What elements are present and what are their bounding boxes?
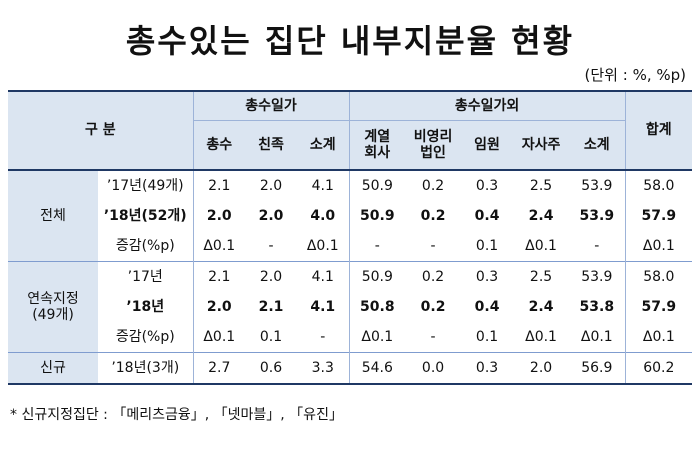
value-cell: Δ0.1: [580, 328, 613, 345]
value-cell: 0.1: [259, 328, 283, 345]
value-cell: 50.9: [348, 170, 406, 201]
value-cell: Δ0.1: [306, 237, 339, 254]
value-cell: 2.1: [192, 261, 246, 292]
header-col: 임원: [474, 136, 500, 153]
header-group-other: 총수일가외: [348, 91, 626, 121]
value-cell: 2.7: [192, 352, 246, 384]
value-cell: 0.2: [420, 207, 446, 224]
header-total: 합계: [624, 91, 693, 171]
value-cell: 2.1: [192, 170, 246, 201]
value-cell: 53.9: [581, 268, 613, 285]
table-row: 연속지정 (49개) ’17년 2.1 2.0 4.1 50.9 0.2 0.3 2.5 53.9 5…: [8, 261, 693, 353]
value-cell: 0.0: [421, 359, 445, 376]
value-cell: 57.9: [624, 292, 693, 322]
value-cell: 0.3: [475, 268, 499, 285]
header-col: 계열 회사: [348, 120, 406, 170]
header-group-owner: 총수일가: [192, 91, 350, 121]
value-cell: 53.8: [579, 298, 615, 315]
value-cell: Δ0.1: [624, 322, 693, 353]
value-cell: 0.4: [474, 298, 500, 315]
value-cell: Δ0.1: [192, 322, 246, 353]
value-cell: 3.3: [311, 359, 334, 376]
value-cell: 0.2: [421, 268, 445, 285]
table-row: ’18년(52개) 2.0 2.0 4.0 50.9 0.2 0.4 2.4 53.9 57.9: [8, 201, 693, 231]
value-cell: 54.6: [348, 352, 406, 384]
value-cell: 0.2: [420, 298, 446, 315]
section-label: 연속지정 (49개): [8, 261, 98, 353]
table-row: ’18년 2.0 2.1 4.1 50.8 0.2 0.4 2.4 53.8 57.9: [8, 292, 693, 322]
value-cell: 2.1: [258, 298, 284, 315]
row-label: ’18년(3개): [111, 359, 180, 376]
value-cell: 53.9: [579, 207, 615, 224]
value-cell: Δ0.1: [348, 322, 406, 353]
value-cell: 0.4: [474, 207, 500, 224]
header-col: 자사주: [521, 136, 561, 153]
footnote: * 신규지정집단 : 「메리츠금융」, 「넷마블」, 「유진」: [10, 407, 343, 423]
value-cell: Δ0.1: [192, 231, 246, 262]
value-cell: -: [594, 237, 600, 254]
value-cell: 4.0: [310, 207, 336, 224]
value-cell: 57.9: [624, 201, 693, 231]
value-cell: 2.4: [528, 207, 554, 224]
value-cell: -: [268, 237, 274, 254]
value-cell: 2.0: [192, 201, 246, 231]
value-cell: 53.9: [581, 177, 613, 194]
value-cell: -: [430, 237, 436, 254]
value-cell: 50.8: [348, 292, 406, 322]
value-cell: 2.4: [528, 298, 554, 315]
header-col: 소계: [583, 136, 610, 153]
value-cell: 0.1: [475, 328, 499, 345]
header-gubun: 구 분: [8, 91, 194, 171]
value-cell: 2.0: [529, 359, 553, 376]
value-cell: 58.0: [624, 261, 693, 292]
header-col: 총수: [192, 120, 246, 170]
value-cell: 50.9: [348, 201, 406, 231]
value-cell: 56.9: [581, 359, 613, 376]
value-cell: 2.0: [259, 177, 283, 194]
page-title: 총수있는 집단 내부지분율 현황: [125, 22, 575, 60]
row-label: ’17년(49개): [106, 177, 184, 194]
value-cell: -: [430, 328, 436, 345]
value-cell: 2.5: [529, 268, 553, 285]
row-label: ’17년: [127, 268, 163, 285]
row-label: ’18년(52개): [103, 207, 187, 224]
value-cell: 60.2: [624, 352, 693, 384]
table-row: 신규 ’18년(3개) 2.7 0.6 3.3 54.6 0.0 0.3 2.0 56.9 60.2: [8, 352, 693, 384]
row-label: 증감(%p): [115, 237, 175, 254]
value-cell: Δ0.1: [624, 231, 693, 262]
value-cell: 2.5: [529, 177, 553, 194]
value-cell: 2.0: [259, 268, 283, 285]
value-cell: 2.0: [192, 292, 246, 322]
table-row: 전체 ’17년(49개) 2.1 2.0 4.1 50.9 0.2 0.3 2.5 53.9 58.…: [8, 170, 693, 262]
value-cell: 50.9: [348, 261, 406, 292]
table-row: 증감(%p) Δ0.1- Δ0.1- -0.1 Δ0.1- Δ0.1: [8, 231, 693, 262]
header-col: 비영리 법인: [413, 128, 453, 161]
value-cell: 0.2: [421, 177, 445, 194]
row-label: ’18년: [126, 298, 165, 315]
row-label: 증감(%p): [115, 328, 175, 345]
value-cell: 0.3: [475, 177, 499, 194]
section-label: 전체: [8, 170, 98, 262]
value-cell: Δ0.1: [525, 328, 557, 345]
value-cell: 4.1: [310, 298, 336, 315]
value-cell: -: [348, 231, 406, 262]
value-cell: 0.1: [475, 237, 499, 254]
unit-label: (단위 : %, %p): [584, 66, 686, 84]
table-row: 증감(%p) Δ0.1 0.1 - Δ0.1 - 0.1 Δ0.1 Δ0.1 Δ0.1: [8, 322, 693, 353]
header-col: 친족: [258, 136, 284, 153]
value-cell: Δ0.1: [525, 237, 557, 254]
value-cell: 58.0: [624, 170, 693, 201]
value-cell: 0.3: [475, 359, 499, 376]
header-col: 소계: [309, 136, 336, 153]
value-cell: 0.6: [259, 359, 283, 376]
value-cell: 2.0: [258, 207, 284, 224]
ownership-table: 구 분 총수일가 총수일가외 합계 총수 친족 소계 계열 회사 비영리 법인 임원 자사주 소계…: [8, 90, 693, 385]
value-cell: 4.1: [311, 268, 334, 285]
value-cell: 4.1: [311, 177, 334, 194]
value-cell: -: [320, 328, 326, 345]
section-label: 신규: [8, 352, 98, 384]
